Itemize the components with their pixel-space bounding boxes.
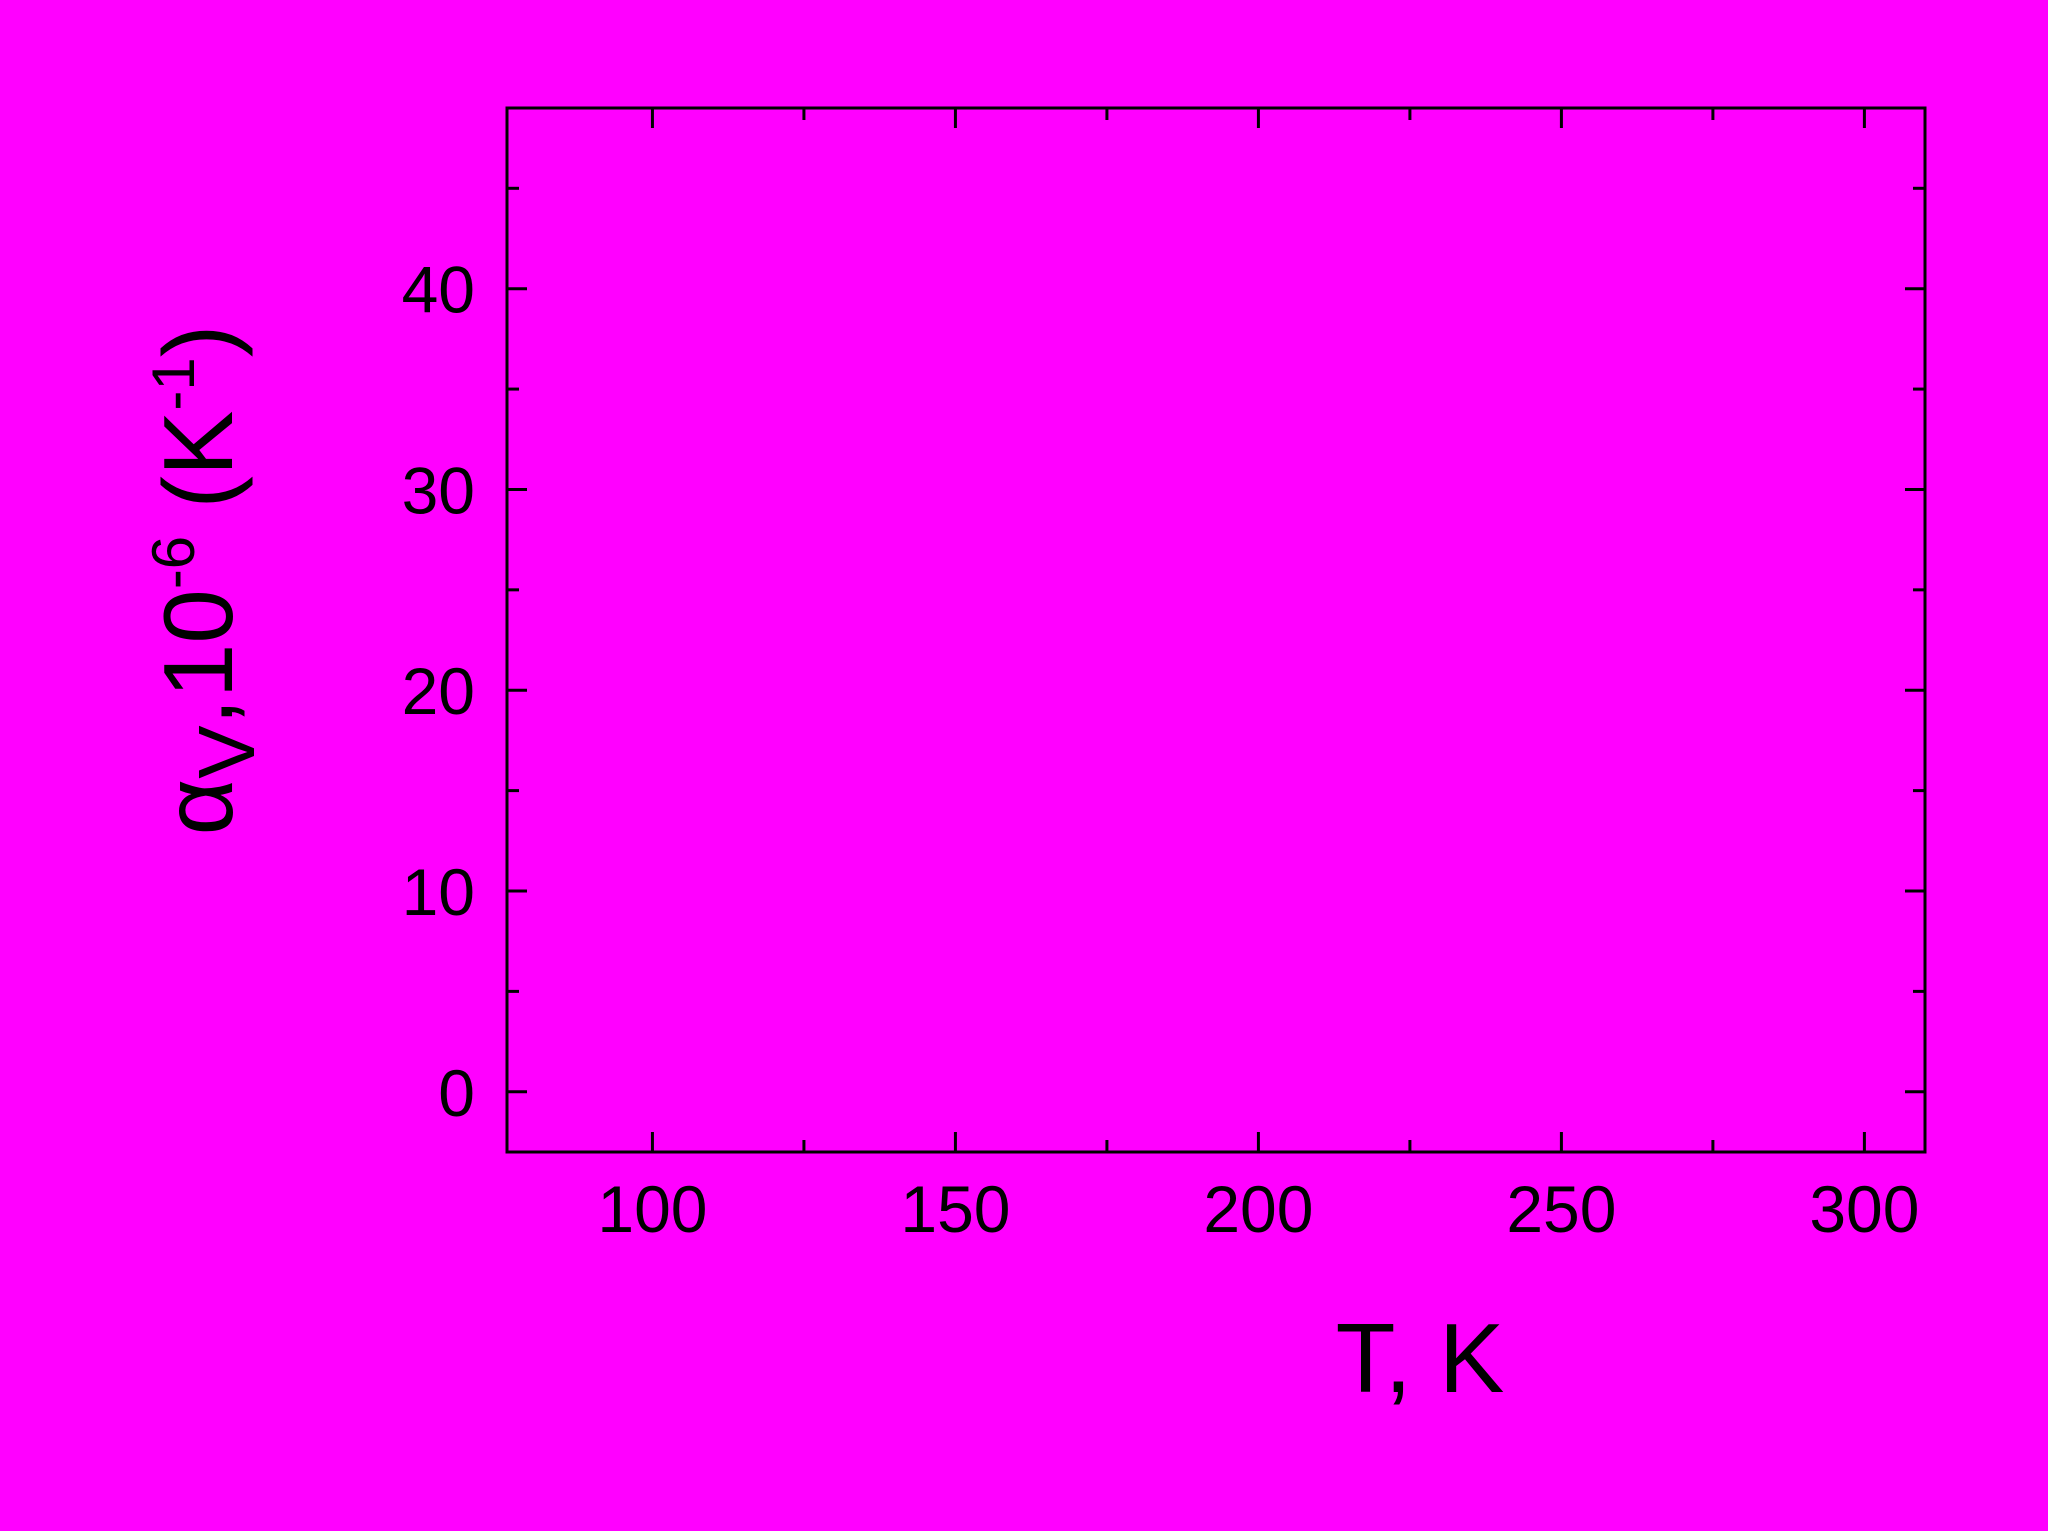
x-tick-label: 300	[1809, 1172, 1919, 1246]
x-tick-label: 250	[1506, 1172, 1616, 1246]
x-tick-label: 100	[597, 1172, 707, 1246]
y-axis-title-scale-exponent: -6	[140, 536, 207, 589]
x-tick-label: 150	[900, 1172, 1010, 1246]
plot-frame	[505, 106, 1927, 1154]
y-tick-label: 0	[438, 1056, 475, 1130]
y-tick-label: 30	[402, 453, 475, 527]
axes	[505, 106, 1927, 1154]
y-tick-label: 20	[402, 654, 475, 728]
y-tick-label: 10	[402, 855, 475, 929]
y-axis-title-alpha: α	[143, 779, 253, 836]
x-tick-label: 200	[1203, 1172, 1313, 1246]
x-axis-title: T, K	[1336, 1303, 1505, 1413]
y-axis-title-unit-close: )	[143, 325, 253, 358]
y-axis-title-unit-exponent: -1	[140, 357, 207, 410]
y-axis-title-subscript: V	[182, 725, 271, 779]
tick-labels: 100 150 200 250 300 0 10 20 30 40	[402, 253, 1920, 1246]
y-axis-title-unit: (K	[143, 411, 253, 536]
y-tick-label: 40	[402, 253, 475, 327]
y-axis-title-scale: ,10	[143, 589, 253, 725]
y-axis-title: αV,10-6 (K-1)	[140, 325, 271, 836]
